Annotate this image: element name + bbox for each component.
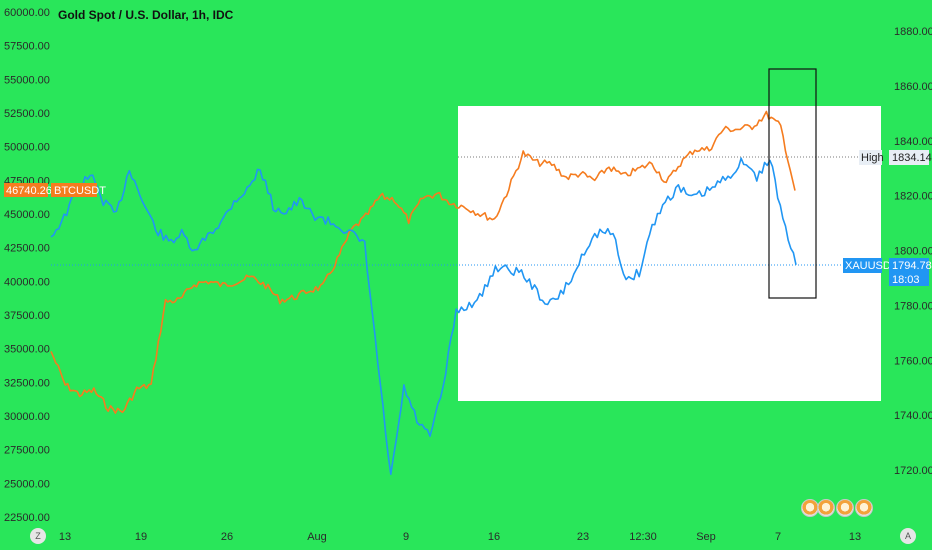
left-axis-tick-label: 57500.00: [4, 41, 50, 53]
gold-symbol-label: XAUUSD: [845, 260, 891, 272]
chart-title: Gold Spot / U.S. Dollar, 1h, IDC: [58, 8, 234, 22]
right-axis-tick-label: 1780.00: [894, 300, 932, 312]
right-axis-tick-label: 1760.00: [894, 355, 932, 367]
time-axis-tick-label: 12:30: [629, 531, 657, 543]
right-axis-tick-label: 1860.00: [894, 81, 932, 93]
time-axis-tick-label: 7: [775, 531, 781, 543]
left-axis-tick-label: 50000.00: [4, 142, 50, 154]
btc-price-tag: 46740.26 BTCUSDT: [4, 183, 106, 197]
right-axis-tick-label: 1840.00: [894, 136, 932, 148]
xauusd-series-line: [50, 157, 797, 476]
time-axis-tick-label: 26: [221, 531, 233, 543]
time-axis-tick-label: 19: [135, 531, 147, 543]
left-axis-tick-label: 55000.00: [4, 74, 50, 86]
time-axis-tick-label: Aug: [307, 531, 327, 543]
high-label: High: [861, 152, 884, 164]
left-axis-ticks: 60000.00 57500.00 55000.00 52500.00 50000.00…: [4, 7, 50, 524]
left-price-axis[interactable]: [0, 0, 51, 523]
avatar-icon[interactable]: [855, 499, 873, 517]
right-axis-tick-label: 1720.00: [894, 465, 932, 477]
annotation-rectangle[interactable]: [768, 68, 817, 299]
time-axis-tick-label: 13: [59, 531, 71, 543]
left-axis-tick-label: 37500.00: [4, 310, 50, 322]
high-tag: High 1834.14: [859, 150, 932, 165]
left-axis-tick-label: 60000.00: [4, 7, 50, 19]
btc-price-value: 46740.26: [6, 185, 52, 197]
right-axis-tick-label: 1800.00: [894, 246, 932, 258]
gold-countdown: 18:03: [892, 274, 920, 286]
high-value: 1834.14: [892, 152, 932, 164]
time-axis-ticks: 13 19 26 Aug 9 16 23 12:30 Sep 7 13: [59, 531, 861, 543]
time-axis-tick-label: 16: [488, 531, 500, 543]
right-axis-tick-label: 1740.00: [894, 410, 932, 422]
gold-price-tag: XAUUSD 1794.78 18:03: [843, 258, 932, 286]
left-axis-tick-label: 22500.00: [4, 512, 50, 524]
highlight-panel: [458, 106, 881, 401]
avatar-icon[interactable]: [817, 499, 835, 517]
time-axis-tick-label: 9: [403, 531, 409, 543]
right-axis-tick-label: 1820.00: [894, 191, 932, 203]
btcusdt-series-line: [50, 110, 796, 414]
right-axis-ticks: 1880.00 1860.00 1840.00 1820.00 1800.00 1780.…: [894, 26, 932, 477]
left-axis-tick-label: 35000.00: [4, 344, 50, 356]
right-axis-tick-label: 1880.00: [894, 26, 932, 38]
left-axis-tick-label: 45000.00: [4, 209, 50, 221]
left-axis-tick-label: 27500.00: [4, 445, 50, 457]
gold-price-value: 1794.78: [892, 260, 932, 272]
time-axis-tick-label: Sep: [696, 531, 716, 543]
time-axis-tick-label: 13: [849, 531, 861, 543]
left-axis-tick-label: 25000.00: [4, 478, 50, 490]
left-axis-tick-label: 32500.00: [4, 377, 50, 389]
btc-symbol-label: BTCUSDT: [54, 185, 106, 197]
avatar-icon[interactable]: [836, 499, 854, 517]
time-axis[interactable]: [0, 523, 932, 550]
left-axis-tick-label: 30000.00: [4, 411, 50, 423]
auto-scale-icon[interactable]: A: [900, 528, 916, 544]
left-axis-tick-label: 40000.00: [4, 276, 50, 288]
scale-mode-icon[interactable]: Z: [30, 528, 46, 544]
left-axis-tick-label: 52500.00: [4, 108, 50, 120]
time-axis-tick-label: 23: [577, 531, 589, 543]
left-axis-tick-label: 42500.00: [4, 243, 50, 255]
